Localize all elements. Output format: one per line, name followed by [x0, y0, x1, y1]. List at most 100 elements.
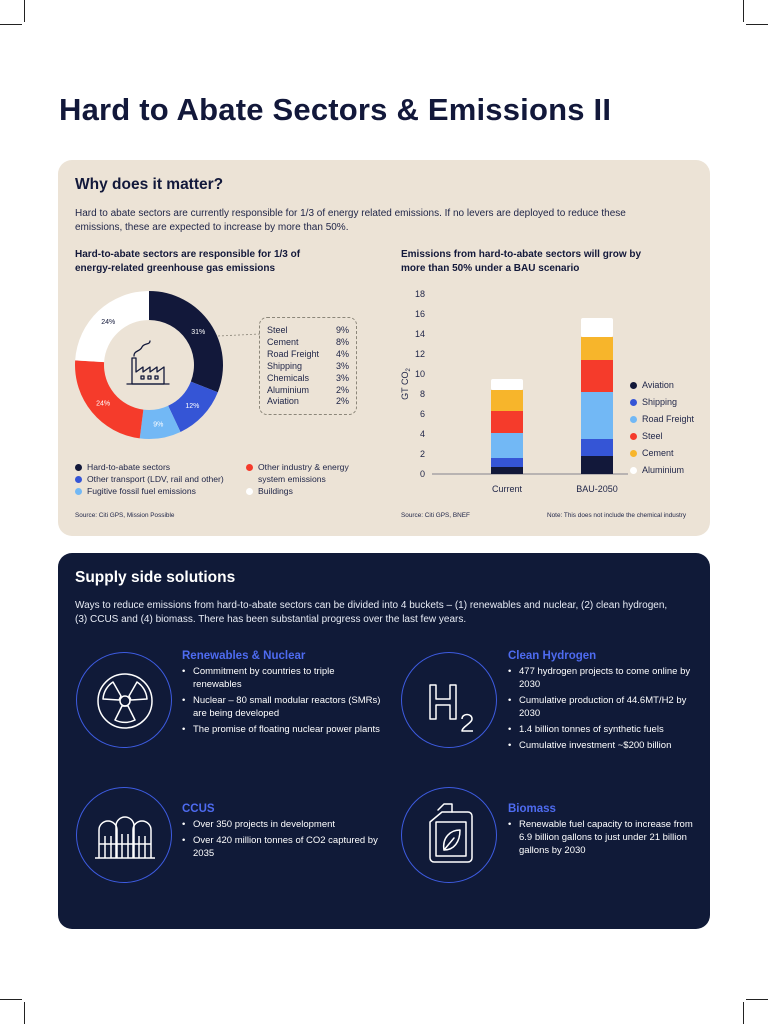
donut-slice-label: 31%	[191, 329, 205, 336]
y-tick-label: 6	[420, 409, 425, 419]
why-it-matters-panel: Why does it matter? Hard to abate sector…	[58, 160, 710, 536]
bar-segment	[491, 458, 523, 467]
supply-intro: Ways to reduce emissions from hard-to-ab…	[75, 600, 668, 625]
breakdown-row: Chemicals 3%	[267, 372, 349, 383]
clean-hydrogen-section: Clean Hydrogen 477 hydrogen projects to …	[508, 650, 708, 755]
bar-legend-item: Cement	[630, 448, 674, 459]
bullet-item: Cumulative investment ~$200 billion	[508, 739, 708, 752]
section-title: CCUS	[182, 803, 215, 815]
biofuel-can-icon	[429, 803, 473, 863]
y-tick-label: 0	[420, 469, 425, 479]
donut-source: Source: Citi GPS, Mission Possible	[75, 512, 175, 519]
donut-slice	[139, 405, 181, 439]
y-tick-label: 2	[420, 449, 425, 459]
bullet-item: 1.4 billion tonnes of synthetic fuels	[508, 723, 708, 736]
y-tick-label: 14	[415, 329, 425, 339]
hydrogen-icon	[429, 684, 473, 732]
donut-legend-item: Fugitive fossil fuel emissions	[75, 485, 196, 497]
x-tick-label: Current	[492, 484, 523, 494]
supply-side-panel: Supply side solutions Ways to reduce emi…	[58, 553, 710, 929]
factory-icon	[126, 340, 170, 385]
bar-chart-title: Emissions from hard-to-abate sectors wil…	[401, 249, 642, 274]
donut-slice	[74, 360, 144, 439]
crop-mark	[0, 999, 22, 1000]
why-intro: Hard to abate sectors are currently resp…	[75, 208, 626, 233]
bar-chart: 0 2 4 6 8 10 12 14 16 18 GT CO2 Current BAU-2050	[400, 289, 628, 494]
bullet-item: The promise of floating nuclear power pl…	[182, 723, 382, 736]
bar-segment	[581, 337, 613, 360]
breakdown-row: Aviation 2%	[267, 396, 349, 407]
section-title: Biomass	[508, 803, 556, 815]
bar-segment	[491, 411, 523, 433]
bullet-item: Over 350 projects in development	[182, 818, 382, 831]
y-axis-label: GT CO2	[400, 368, 412, 400]
bullet-item: Commitment by countries to triple renewa…	[182, 665, 382, 691]
bar-segment	[581, 318, 613, 337]
bar-legend-item: Aluminium	[630, 465, 684, 476]
y-tick-label: 18	[415, 289, 425, 299]
callout-connector	[218, 333, 261, 337]
bar-segment	[581, 456, 613, 474]
bar-segment	[491, 467, 523, 474]
renewables-nuclear-badge	[76, 652, 172, 748]
breakdown-row: Road Freight 4%	[267, 348, 349, 359]
biomass-badge	[401, 787, 497, 883]
bar-segment	[491, 433, 523, 458]
donut-slice-label: 9%	[153, 421, 163, 428]
donut-slice-label: 24%	[101, 319, 115, 326]
y-tick-label: 8	[420, 389, 425, 399]
breakdown-row: Steel 9%	[267, 325, 349, 335]
crop-mark	[0, 24, 22, 25]
crop-mark	[24, 0, 25, 22]
donut-slice	[75, 291, 149, 363]
bar-legend-item: Aviation	[630, 380, 674, 391]
section-title: Renewables & Nuclear	[182, 650, 306, 662]
breakdown-row: Shipping 3%	[267, 360, 349, 371]
donut-legend-item: Other transport (LDV, rail and other)	[75, 473, 224, 485]
donut-slice-label: 24%	[96, 400, 110, 407]
y-tick-label: 16	[415, 309, 425, 319]
bullet-item: Cumulative production of 44.6MT/H2 by 20…	[508, 694, 708, 720]
y-tick-label: 10	[415, 369, 425, 379]
biomass-section: Biomass Renewable fuel capacity to incre…	[508, 803, 708, 860]
donut-chart: 31% 12% 9% 24% 24%	[74, 291, 224, 439]
renewables-nuclear-section: Renewables & Nuclear Commitment by count…	[182, 650, 382, 739]
why-heading: Why does it matter?	[75, 176, 224, 193]
clean-hydrogen-badge	[401, 652, 497, 748]
bar-segment	[581, 360, 613, 392]
crop-mark	[24, 1002, 25, 1024]
y-tick-label: 4	[420, 429, 425, 439]
bullet-item: Over 420 million tonnes of CO2 captured …	[182, 834, 382, 860]
radiation-icon	[97, 673, 153, 729]
page-title: Hard to Abate Sectors & Emissions II	[59, 92, 612, 127]
section-title: Clean Hydrogen	[508, 650, 597, 662]
bullet-item: Nuclear – 80 small modular reactors (SMR…	[182, 694, 382, 720]
ccus-section: CCUS Over 350 projects in development Ov…	[182, 803, 382, 863]
ccus-badge	[76, 787, 172, 883]
donut-slice-label: 12%	[185, 403, 199, 410]
bar-source: Source: Citi GPS, BNEF	[401, 512, 470, 519]
storage-tanks-icon	[95, 816, 155, 859]
y-tick-label: 12	[415, 349, 425, 359]
donut-legend-item: Hard-to-abate sectors	[75, 461, 170, 473]
bar-legend-item: Shipping	[630, 397, 677, 408]
donut-legend-item: Other industry & energy system emissions	[246, 461, 349, 485]
crop-mark	[743, 1002, 744, 1024]
bar-note: Note: This does not include the chemical…	[547, 512, 687, 519]
donut-legend-item: Buildings	[246, 485, 293, 497]
bar-segment	[491, 390, 523, 411]
breakdown-row: Aluminium 2%	[267, 384, 349, 395]
crop-mark	[746, 999, 768, 1000]
bar-legend-item: Steel	[630, 431, 663, 442]
breakdown-row: Cement 8%	[267, 336, 349, 347]
bullet-item: 477 hydrogen projects to come online by …	[508, 665, 708, 691]
donut-slice	[149, 291, 224, 393]
donut-slice	[168, 381, 218, 432]
bar-segment	[491, 379, 523, 390]
donut-chart-title: Hard-to-abate sectors are responsible fo…	[75, 249, 301, 274]
hard-to-abate-breakdown: Steel 9% Cement 8% Road Freight 4% Shipping…	[259, 317, 357, 415]
bar-legend-item: Road Freight	[630, 414, 694, 425]
crop-mark	[746, 24, 768, 25]
bar-segment	[581, 439, 613, 456]
supply-heading: Supply side solutions	[75, 569, 236, 586]
